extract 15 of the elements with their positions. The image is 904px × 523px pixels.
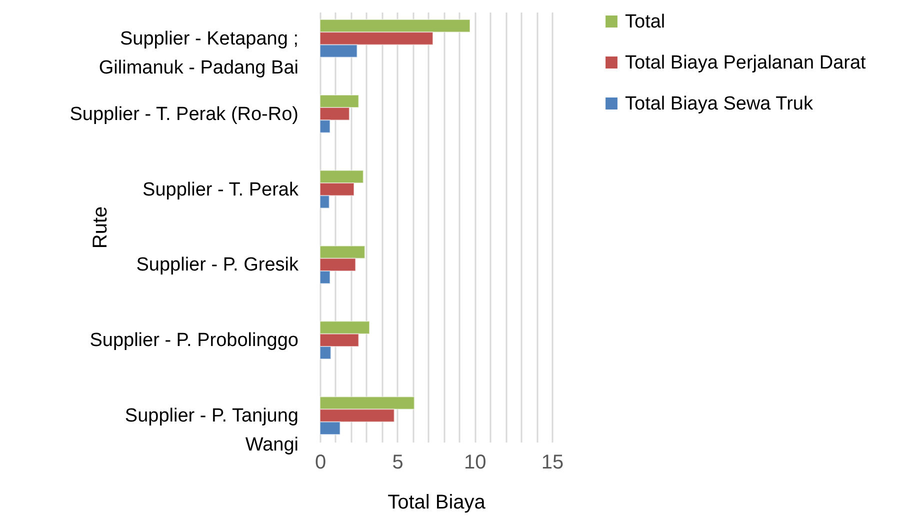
- y-tick-label: Supplier - T. Perak: [142, 179, 299, 200]
- y-tick-label: Supplier - P. Gresik: [136, 254, 299, 276]
- x-tick-label: 5: [392, 452, 404, 474]
- x-tick-label: 0: [314, 452, 326, 474]
- x-tick-label: 15: [541, 452, 564, 474]
- legend-label: Total Biaya Perjalanan Darat: [625, 52, 867, 74]
- legend-label: Total Biaya Sewa Truk: [625, 94, 814, 114]
- y-tick-label: Supplier - P. Probolinggo: [90, 330, 298, 352]
- y-tick-label: Supplier - T. Perak (Ro-Ro): [70, 104, 298, 125]
- x-axis-title: Total Biaya: [388, 492, 486, 514]
- y-tick-label: Supplier - P. Tanjung Wangi: [124, 406, 298, 456]
- legend-label: Total: [625, 12, 666, 32]
- y-axis-title: Rute: [90, 206, 112, 249]
- x-tick-label: 10: [464, 452, 486, 474]
- y-tick-label: Supplier - Ketapang ; Gilimanuk - Padang Bai: [98, 28, 298, 78]
